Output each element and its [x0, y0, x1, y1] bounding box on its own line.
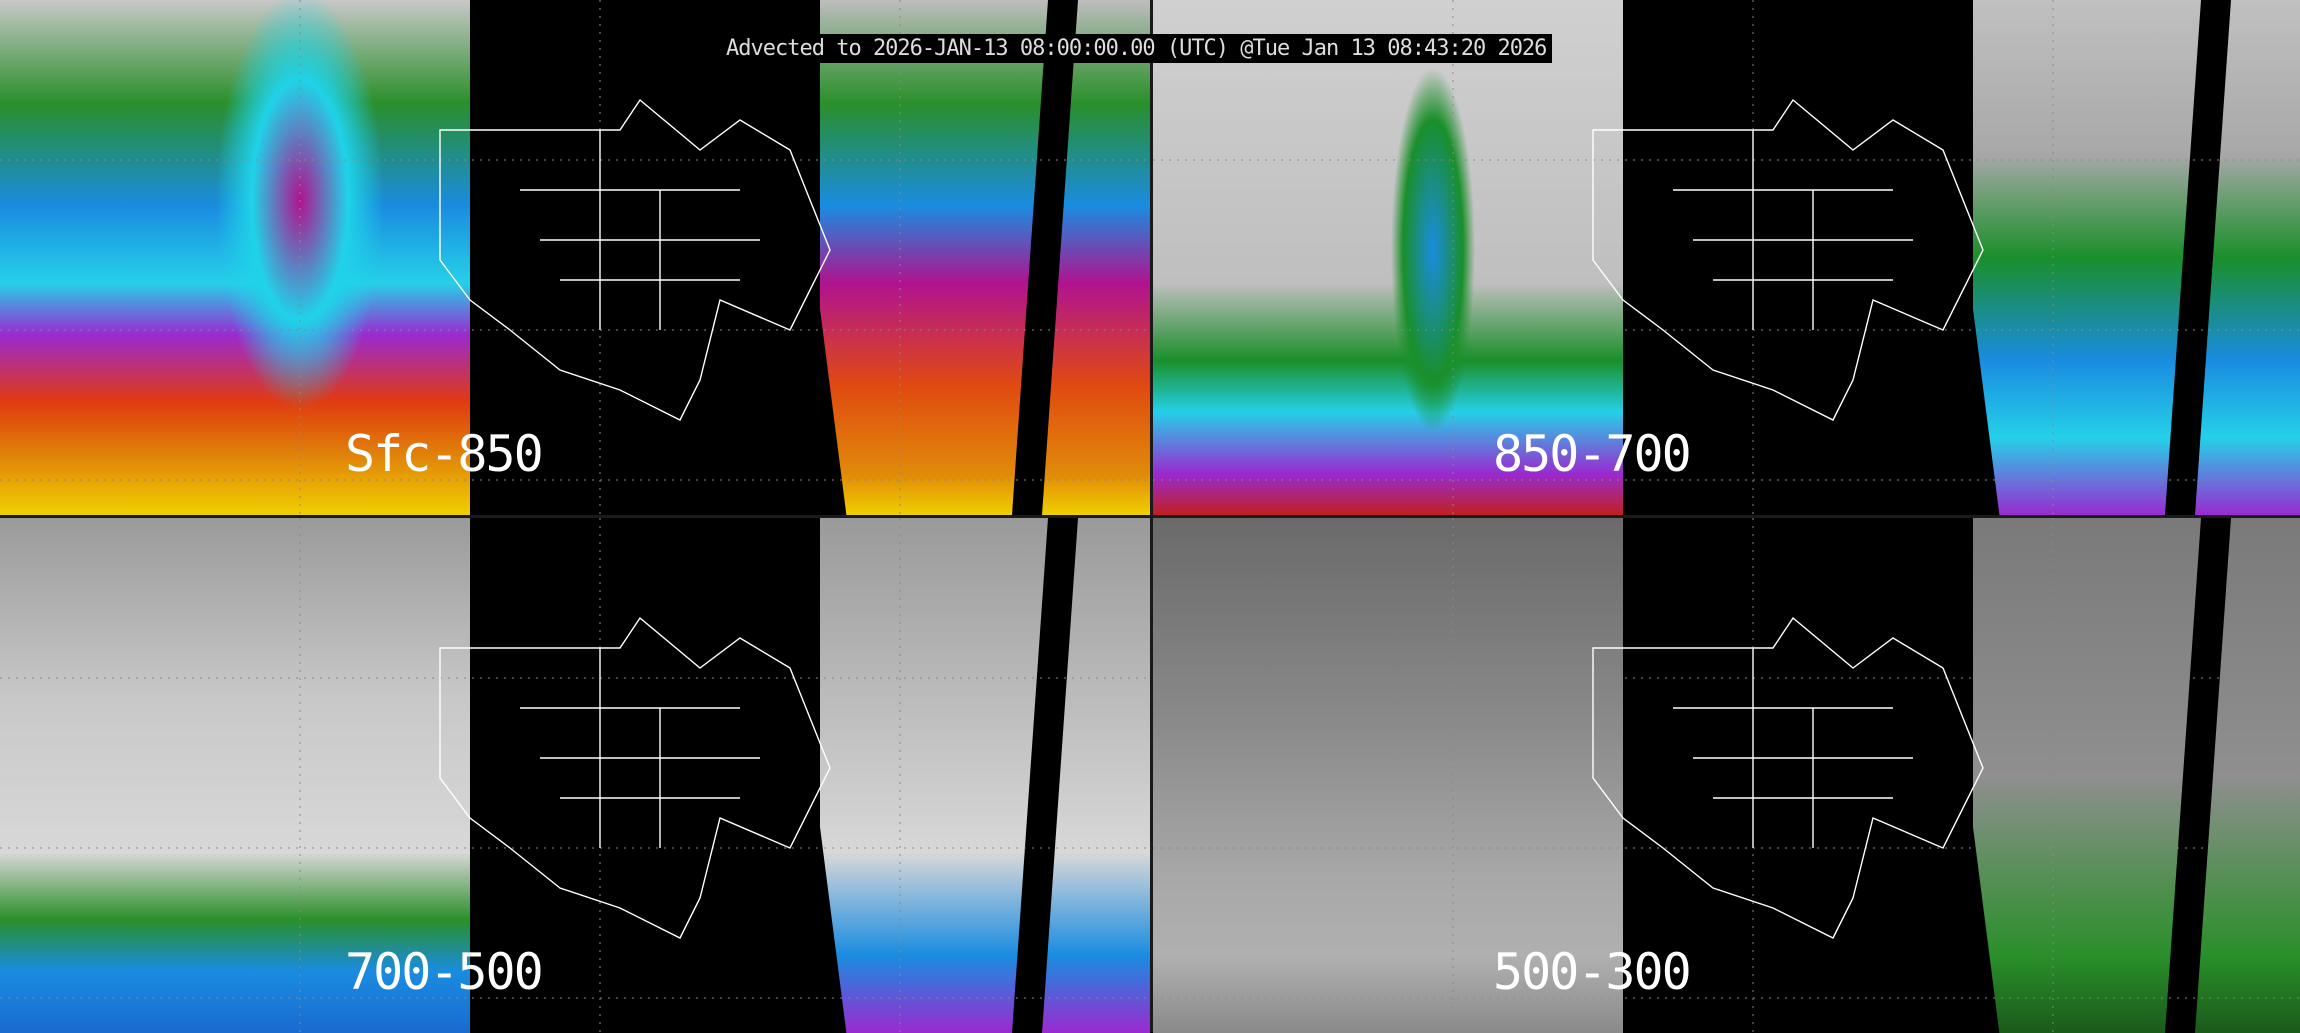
panel-label: 850-700	[1493, 425, 1692, 483]
panel-sfc-850: Sfc-850	[0, 0, 1150, 515]
pacific-imagery	[0, 0, 470, 515]
timestamp-title: Advected to 2026-JAN-13 08:00:00.00 (UTC…	[720, 34, 1553, 63]
pacific-imagery	[1153, 0, 1623, 515]
map-overlay	[0, 518, 1150, 1033]
map-overlay	[0, 0, 1150, 515]
atlantic-imagery	[1973, 0, 2300, 515]
panel-700-500: 700-500	[0, 518, 1150, 1033]
panel-850-700: 850-700	[1153, 0, 2300, 515]
panel-label: Sfc-850	[345, 425, 544, 483]
panel-label: 500-300	[1493, 943, 1692, 1001]
map-overlay	[1153, 518, 2300, 1033]
pacific-imagery	[1153, 518, 1623, 1033]
horizontal-divider	[0, 515, 2300, 518]
panel-500-300: 500-300	[1153, 518, 2300, 1033]
atlantic-imagery	[820, 518, 1150, 1033]
pacific-imagery	[0, 518, 470, 1033]
map-overlay	[1153, 0, 2300, 515]
panel-label: 700-500	[345, 943, 544, 1001]
atlantic-imagery	[1973, 518, 2300, 1033]
atlantic-imagery	[820, 0, 1150, 515]
